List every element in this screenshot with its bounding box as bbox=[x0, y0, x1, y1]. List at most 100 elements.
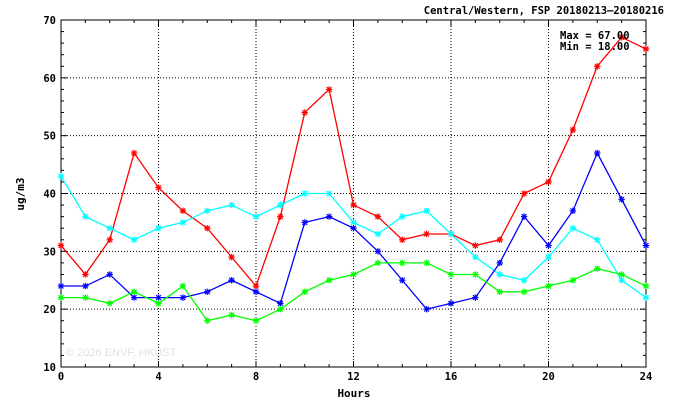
data-point bbox=[374, 259, 382, 267]
data-point bbox=[545, 282, 552, 290]
data-point bbox=[252, 317, 260, 324]
data-point bbox=[301, 219, 308, 226]
data-point bbox=[277, 305, 284, 313]
data-point bbox=[472, 242, 479, 249]
data-point bbox=[350, 201, 357, 209]
data-point bbox=[569, 207, 577, 215]
data-point bbox=[569, 277, 577, 284]
data-point bbox=[642, 294, 650, 301]
data-point bbox=[82, 282, 89, 290]
data-point bbox=[204, 288, 211, 296]
y-tick-label: 50 bbox=[43, 131, 56, 143]
data-point bbox=[399, 236, 406, 243]
y-tick-label: 60 bbox=[43, 73, 56, 85]
x-tick-label: 4 bbox=[155, 371, 161, 383]
data-point bbox=[618, 277, 625, 284]
data-point bbox=[252, 213, 260, 220]
data-point bbox=[325, 190, 333, 197]
data-point bbox=[82, 213, 89, 220]
data-point bbox=[423, 259, 430, 267]
data-point bbox=[130, 149, 138, 157]
data-point bbox=[325, 86, 333, 93]
data-point bbox=[520, 190, 528, 197]
data-point bbox=[130, 288, 138, 296]
data-point bbox=[106, 225, 113, 232]
data-point bbox=[423, 207, 430, 215]
watermark: © 2026 ENVF, HKUST bbox=[66, 347, 176, 359]
data-point bbox=[447, 300, 455, 307]
chart-title: Central/Western, FSP 20180213–20180216 bbox=[424, 5, 664, 17]
data-point bbox=[594, 265, 601, 272]
data-point bbox=[423, 305, 430, 313]
data-point bbox=[472, 253, 479, 261]
x-tick-label: 0 bbox=[58, 371, 64, 383]
data-point bbox=[57, 172, 65, 180]
data-point bbox=[301, 190, 308, 197]
data-point bbox=[179, 207, 187, 215]
x-axis-label: Hours bbox=[337, 387, 370, 400]
data-point bbox=[350, 219, 357, 226]
data-point bbox=[447, 271, 455, 278]
data-point bbox=[155, 184, 162, 191]
data-point bbox=[106, 271, 113, 278]
data-point bbox=[130, 236, 138, 243]
data-point bbox=[155, 294, 162, 301]
data-point bbox=[496, 271, 503, 278]
data-point bbox=[350, 271, 357, 278]
data-point bbox=[423, 230, 430, 238]
data-point bbox=[82, 271, 89, 278]
data-point bbox=[325, 277, 333, 284]
data-point bbox=[179, 219, 187, 226]
data-point bbox=[374, 248, 382, 255]
data-point bbox=[204, 317, 211, 324]
data-point bbox=[204, 207, 211, 215]
data-point bbox=[545, 242, 552, 249]
data-point bbox=[618, 196, 625, 203]
x-tick-label: 8 bbox=[253, 371, 259, 383]
data-point bbox=[277, 300, 284, 307]
data-point bbox=[155, 300, 162, 307]
data-point bbox=[545, 178, 552, 186]
data-point bbox=[228, 253, 235, 261]
data-point bbox=[618, 34, 625, 41]
data-point bbox=[57, 242, 65, 249]
data-point bbox=[545, 253, 552, 261]
data-point bbox=[399, 213, 406, 220]
data-point bbox=[399, 277, 406, 284]
min-annotation: Min = 18.00 bbox=[560, 41, 630, 53]
data-point bbox=[82, 294, 89, 301]
data-point bbox=[57, 282, 65, 290]
data-point bbox=[277, 201, 284, 209]
data-point bbox=[520, 213, 528, 220]
x-tick-label: 12 bbox=[347, 371, 360, 383]
data-point bbox=[374, 230, 382, 238]
max-annotation: Max = 67.00 bbox=[560, 30, 630, 42]
data-point bbox=[594, 149, 601, 157]
y-tick-label: 30 bbox=[43, 246, 56, 258]
data-point bbox=[642, 282, 650, 290]
data-point bbox=[325, 213, 333, 220]
data-point bbox=[204, 225, 211, 232]
data-point bbox=[228, 201, 235, 209]
data-point bbox=[594, 63, 601, 70]
data-point bbox=[252, 288, 260, 296]
data-point bbox=[179, 294, 187, 301]
data-point bbox=[642, 45, 650, 53]
data-point bbox=[472, 294, 479, 301]
data-point bbox=[569, 225, 577, 232]
data-point bbox=[106, 236, 113, 243]
data-point bbox=[252, 282, 260, 290]
data-point bbox=[496, 236, 503, 243]
data-point bbox=[301, 109, 308, 116]
data-point bbox=[106, 300, 113, 307]
data-point bbox=[228, 277, 235, 284]
data-point bbox=[472, 271, 479, 278]
data-point bbox=[350, 225, 357, 232]
data-point bbox=[496, 259, 503, 267]
data-point bbox=[618, 271, 625, 278]
data-point bbox=[179, 282, 187, 290]
data-point bbox=[301, 288, 308, 296]
y-tick-label: 20 bbox=[43, 304, 56, 316]
data-point bbox=[277, 213, 284, 220]
